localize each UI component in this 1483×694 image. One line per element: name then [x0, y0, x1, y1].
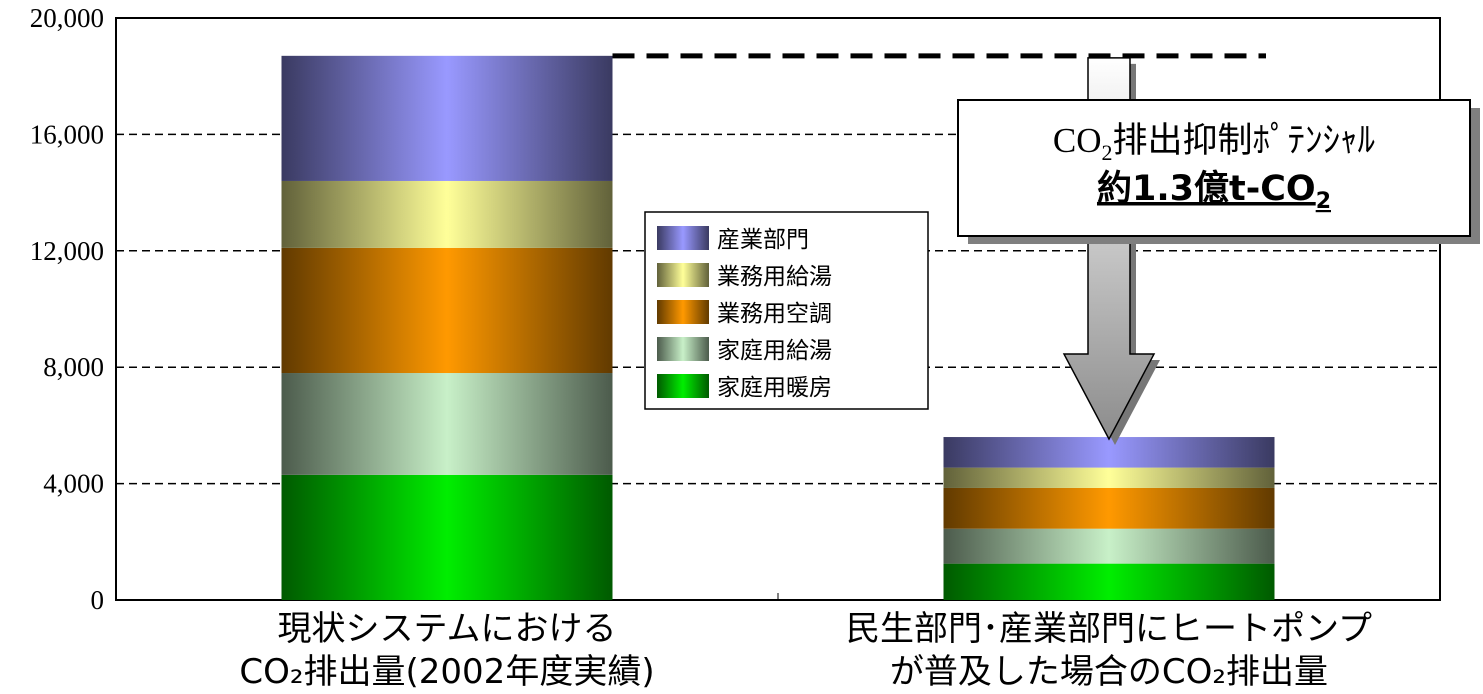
y-axis-tick-labels: 0 4,000 8,000 12,000 16,000 20,000 [30, 3, 104, 615]
legend-label: 産業部門 [717, 227, 809, 253]
legend-label: 業務用空調 [717, 301, 832, 327]
y-tick-label: 16,000 [30, 119, 104, 149]
y-tick-label: 4,000 [43, 469, 104, 499]
bar-segment [943, 437, 1275, 468]
y-tick-label: 20,000 [30, 3, 104, 33]
category-label: 現状システムにおける CO₂排出量(2002年度実績) [239, 609, 654, 692]
bar-segment [281, 247, 613, 374]
y-tick-label: 12,000 [30, 236, 104, 266]
legend-label: 家庭用暖房 [717, 375, 832, 401]
legend-swatch [657, 337, 709, 361]
bar-segment [943, 467, 1275, 488]
legend-swatch [657, 300, 709, 324]
y-tick-label: 0 [91, 585, 105, 615]
bars [281, 55, 1275, 600]
callout-line-1: CO2排出抑制ﾎﾟﾃﾝｼｬﾙ [1053, 121, 1375, 165]
legend-label: 家庭用給湯 [717, 338, 832, 364]
bar-segment [943, 487, 1275, 529]
x-axis-category-labels: 現状システムにおける CO₂排出量(2002年度実績) 民生部門･産業部門にヒートポ… [239, 609, 1372, 692]
y-tick-label: 8,000 [43, 352, 104, 382]
category-label: 民生部門･産業部門にヒートポンプが普及した場合のCO₂排出量 [846, 609, 1372, 692]
bar-segment [943, 528, 1275, 564]
legend-swatch [657, 263, 709, 287]
bar-segment [281, 55, 613, 181]
callout-line-2: 約1.3億t-CO2 [1097, 169, 1331, 214]
bar-segment [943, 563, 1275, 600]
legend-swatch [657, 226, 709, 250]
legend-swatch [657, 374, 709, 398]
bar-segment [281, 373, 613, 475]
bar-segment [281, 180, 613, 248]
callout-box: CO2排出抑制ﾎﾟﾃﾝｼｬﾙ 約1.3億t-CO2 [957, 99, 1480, 244]
callout-frame [957, 99, 1471, 237]
bar-segment [281, 474, 613, 600]
legend-label: 業務用給湯 [717, 264, 832, 290]
